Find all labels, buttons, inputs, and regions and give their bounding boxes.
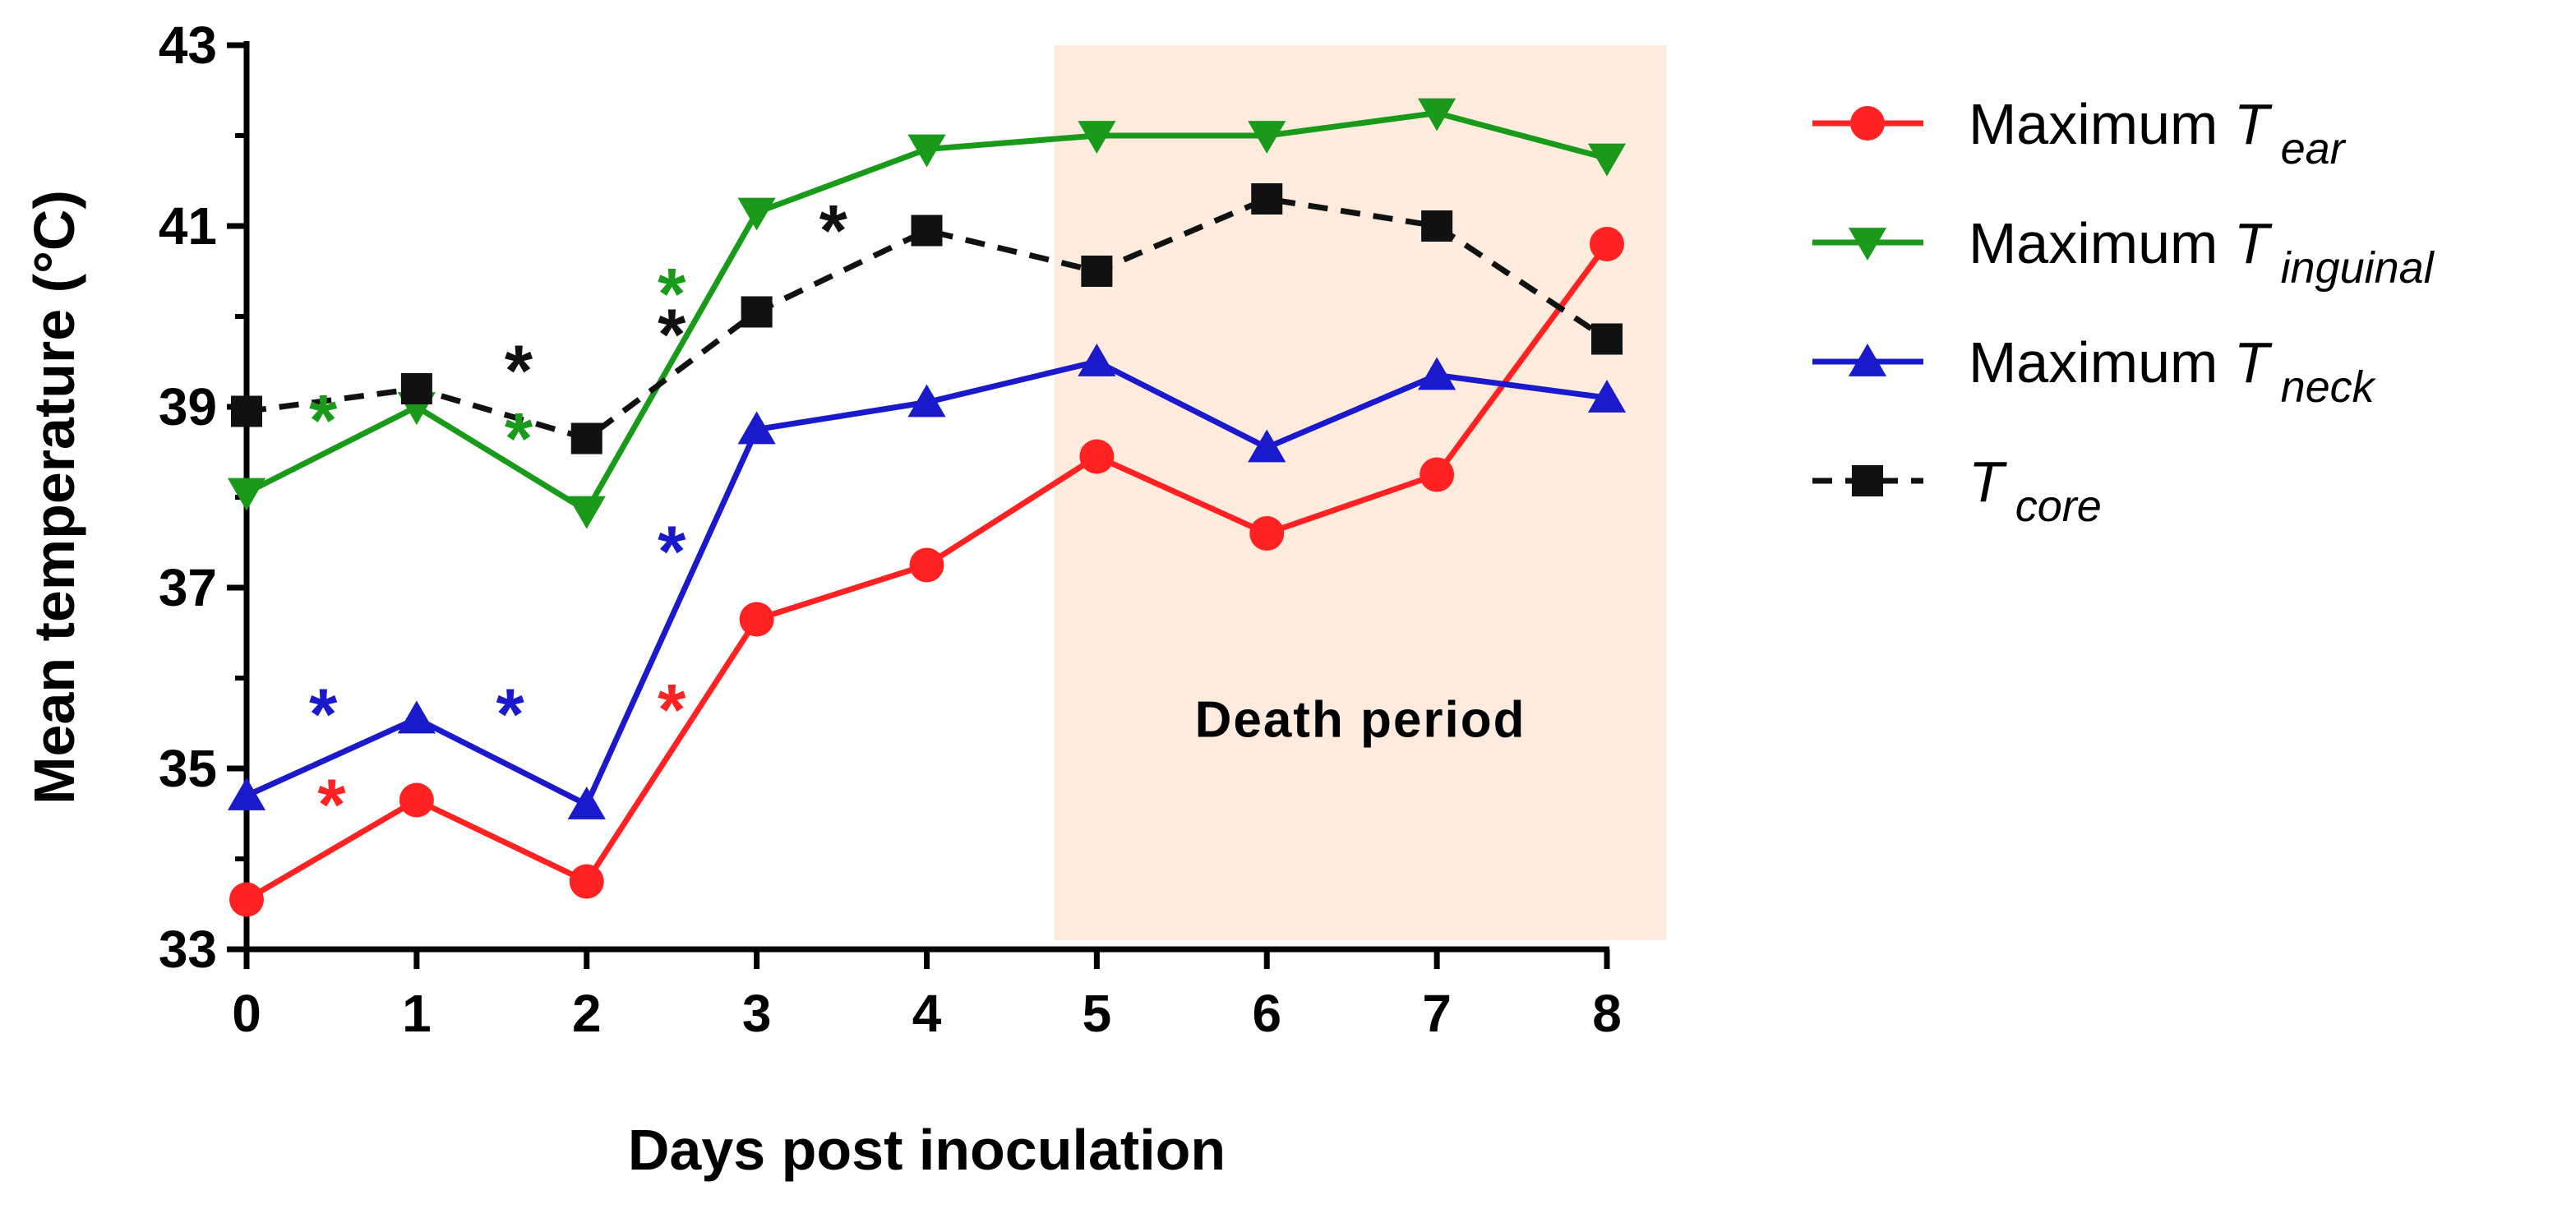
data-point-core xyxy=(570,422,602,455)
data-point-ear xyxy=(909,547,944,583)
x-tick-label: 6 xyxy=(1252,984,1281,1043)
y-tick-label: 37 xyxy=(159,558,217,617)
y-tick-label: 35 xyxy=(159,739,217,798)
data-point-inguinal xyxy=(1587,143,1627,177)
legend-swatch-marker xyxy=(1848,228,1887,261)
data-point-ear xyxy=(1590,227,1624,261)
x-tick-label: 8 xyxy=(1592,984,1622,1043)
data-point-neck xyxy=(737,411,776,445)
legend-label-subscript: core xyxy=(2015,482,2102,531)
data-point-ear xyxy=(1420,457,1455,492)
data-point-core xyxy=(1251,183,1283,215)
x-tick-label: 5 xyxy=(1083,984,1112,1043)
y-axis-title: Mean temperature (°C) xyxy=(22,190,86,805)
series-core xyxy=(231,183,1623,455)
legend-swatch-marker xyxy=(1852,465,1883,496)
y-tick-label: 43 xyxy=(159,16,217,75)
x-tick-label: 0 xyxy=(232,984,261,1043)
data-point-ear xyxy=(399,782,434,818)
data-point-neck xyxy=(907,384,946,418)
x-tick-label: 7 xyxy=(1422,984,1452,1043)
data-point-inguinal xyxy=(737,197,776,231)
data-point-core xyxy=(911,215,943,247)
data-point-core xyxy=(1081,256,1113,287)
y-tick-label: 33 xyxy=(159,920,217,979)
legend-swatch-marker xyxy=(1850,106,1885,141)
data-point-neck xyxy=(227,777,266,810)
data-point-ear xyxy=(739,602,774,637)
significance-asterisk: * xyxy=(658,510,686,592)
x-tick-label: 4 xyxy=(912,984,942,1043)
data-point-neck xyxy=(1587,379,1627,413)
legend-label-t: T xyxy=(2234,92,2273,156)
legend-label-main: Maximum xyxy=(1969,330,2234,395)
legend-label-subscript: inguinal xyxy=(2281,243,2435,293)
data-point-inguinal xyxy=(1418,98,1457,132)
data-point-core xyxy=(1591,323,1623,355)
legend-label-subscript: neck xyxy=(2281,362,2377,412)
data-point-inguinal xyxy=(567,496,606,529)
significance-asterisk: * xyxy=(658,253,686,335)
data-point-ear xyxy=(1079,439,1115,474)
significance-asterisk: * xyxy=(819,190,848,271)
data-point-inguinal xyxy=(227,478,266,511)
x-tick-label: 3 xyxy=(742,984,772,1043)
significance-asterisk: * xyxy=(309,380,338,461)
x-axis-title: Days post inoculation xyxy=(628,1118,1226,1182)
significance-asterisk: * xyxy=(505,398,533,479)
y-tick-label: 39 xyxy=(159,377,217,436)
data-point-neck xyxy=(397,700,436,734)
data-point-neck xyxy=(1078,343,1116,376)
significance-asterisk: * xyxy=(317,764,346,845)
significance-asterisk: * xyxy=(309,673,338,754)
significance-asterisk: * xyxy=(505,330,533,411)
data-point-ear xyxy=(1249,516,1285,551)
legend-label-subscript: ear xyxy=(2281,124,2347,173)
death-period-label: Death period xyxy=(1195,691,1526,748)
data-point-neck xyxy=(1248,429,1286,463)
significance-asterisk: * xyxy=(658,293,686,375)
data-point-core xyxy=(741,296,773,328)
x-tick-label: 1 xyxy=(402,984,432,1043)
significance-asterisk: * xyxy=(658,669,686,750)
data-point-core xyxy=(231,395,262,427)
legend-label-main: Maximum xyxy=(1969,92,2234,156)
series-line-core xyxy=(246,196,1609,441)
legend-swatch-marker xyxy=(1848,343,1887,376)
legend-label-main: Maximum xyxy=(1969,211,2234,275)
data-point-ear xyxy=(569,864,604,899)
legend-label-t: T xyxy=(2234,330,2273,395)
data-point-inguinal xyxy=(907,134,946,168)
data-point-core xyxy=(400,373,432,404)
legend-label-t: T xyxy=(1969,450,2007,514)
data-point-inguinal xyxy=(1248,121,1286,155)
series-neck xyxy=(227,343,1627,819)
series-ear xyxy=(229,227,1624,917)
data-point-ear xyxy=(229,882,264,917)
y-tick-label: 41 xyxy=(159,196,217,256)
data-point-neck xyxy=(567,786,606,819)
data-point-inguinal xyxy=(1078,121,1116,155)
data-point-core xyxy=(1421,210,1453,242)
legend-label-t: T xyxy=(2234,211,2273,275)
x-tick-label: 2 xyxy=(572,984,602,1043)
death-period-region xyxy=(1054,45,1667,940)
data-point-neck xyxy=(1418,357,1457,390)
significance-asterisk: * xyxy=(496,673,525,754)
